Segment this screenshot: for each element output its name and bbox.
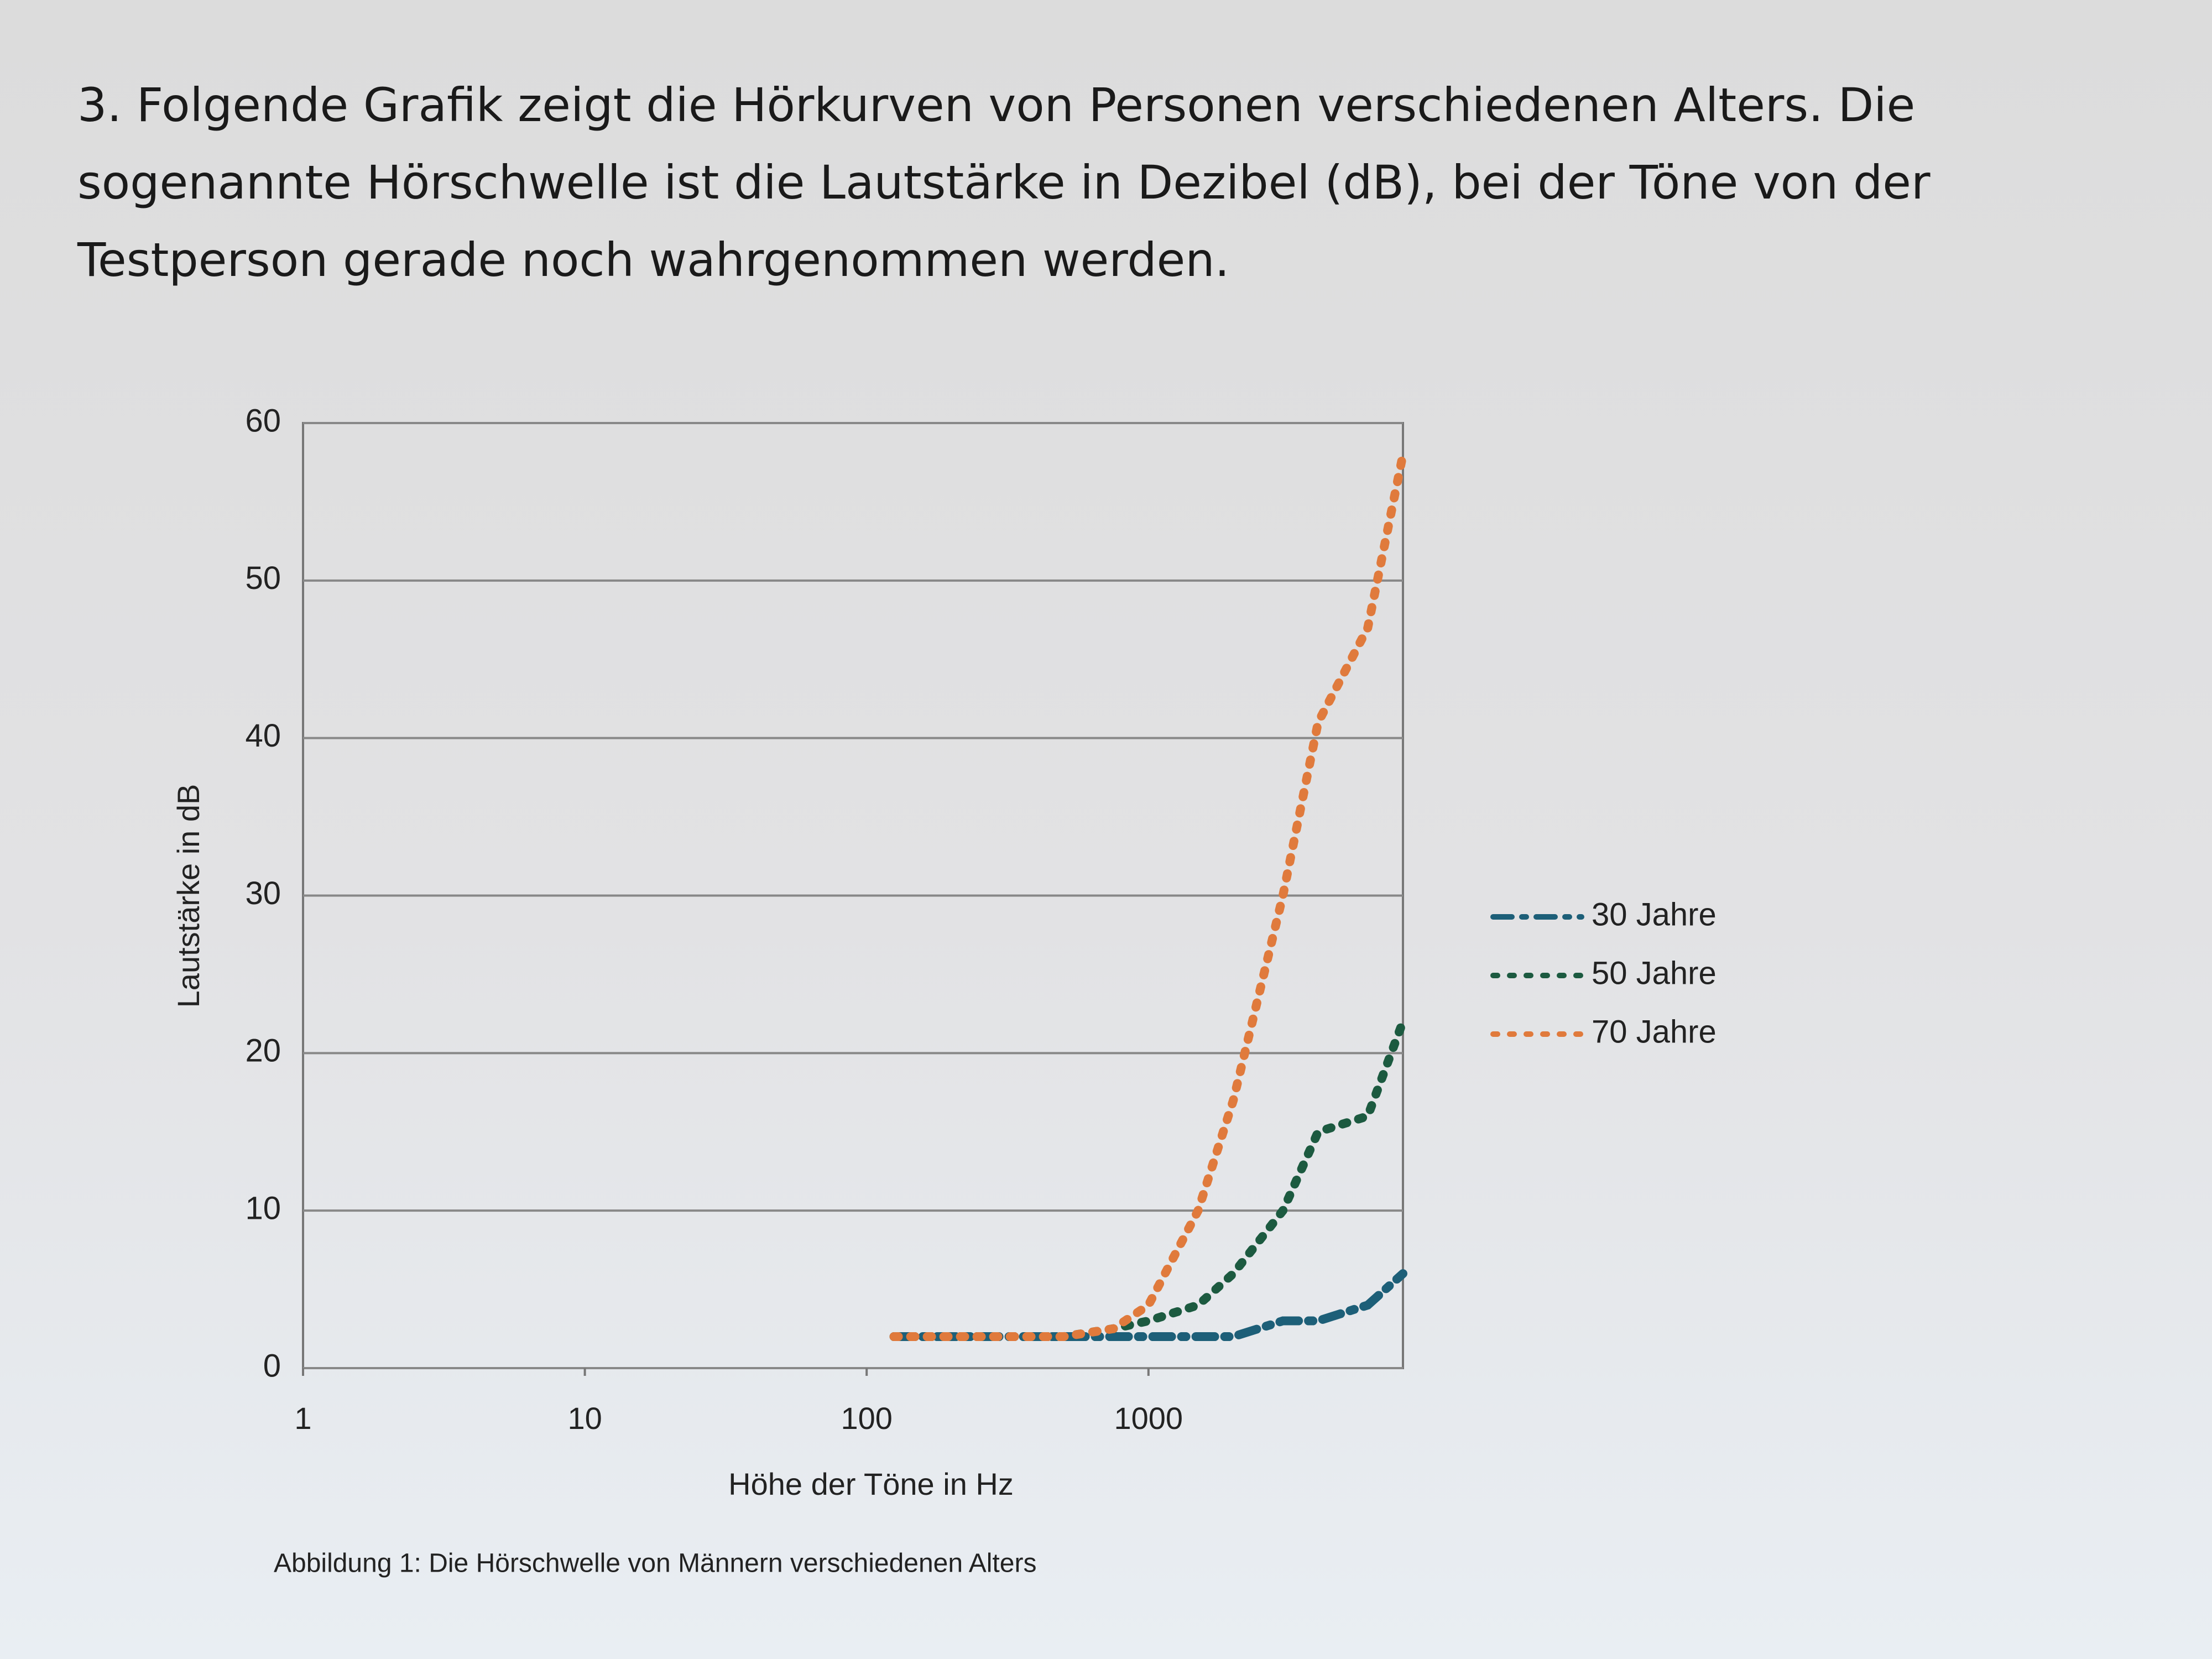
x-tick-label: 1 <box>294 1401 311 1436</box>
legend-label: 70 Jahre <box>1592 1014 1717 1050</box>
y-tick-label: 0 <box>263 1348 281 1384</box>
y-tick-label: 60 <box>245 403 281 439</box>
x-axis-label: Höhe der Töne in Hz <box>728 1467 1014 1501</box>
caption: Abbildung 1: Die Hörschwelle von Männern… <box>274 1549 1036 1578</box>
y-tick-label: 40 <box>245 718 281 754</box>
y-tick-label: 50 <box>245 560 281 596</box>
x-tick-label: 1000 <box>1114 1401 1183 1436</box>
x-tick-label: 100 <box>841 1401 892 1436</box>
y-tick-label: 30 <box>245 875 281 911</box>
legend-label: 30 Jahre <box>1592 896 1717 932</box>
y-tick-label: 20 <box>245 1033 281 1069</box>
line-series <box>889 1017 1407 1342</box>
y-axis-label: Lautstärke in dB <box>171 784 206 1008</box>
x-tick-label: 10 <box>567 1401 602 1436</box>
question-text: 3. Folgende Grafik zeigt die Hörkurven v… <box>77 78 1931 287</box>
line-series <box>889 450 1407 1342</box>
y-tick-label: 10 <box>245 1190 281 1226</box>
legend-label: 50 Jahre <box>1592 955 1717 991</box>
